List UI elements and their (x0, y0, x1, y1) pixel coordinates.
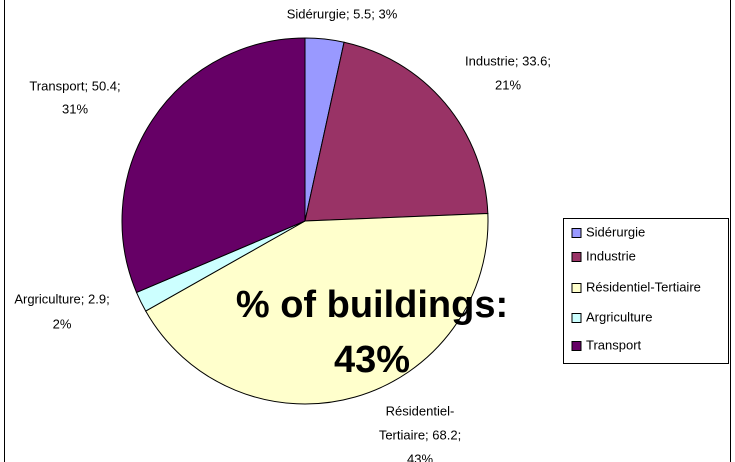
pie-slice (145, 212, 489, 405)
pie-slice (121, 37, 306, 294)
legend-swatch (571, 341, 582, 351)
annotation: 43% (334, 339, 410, 381)
legend-swatch (571, 283, 582, 293)
pie-slice (304, 41, 489, 222)
legend-label: Industrie (586, 248, 636, 263)
data-label: Sidérurgie; 5.5; 3% (287, 6, 398, 21)
data-label: Argriculture; 2.9; (14, 291, 109, 306)
annotation: % of buildings: (236, 284, 508, 326)
data-label: 21% (495, 77, 521, 92)
legend-label: Argriculture (586, 309, 652, 324)
data-label: 43% (407, 451, 433, 462)
legend-label: Sidérurgie (586, 224, 645, 239)
legend-swatch (571, 313, 582, 323)
legend-label: Transport (586, 337, 642, 352)
data-label: Industrie; 33.6; (465, 53, 551, 68)
legend-label: Résidentiel-Tertiaire (586, 279, 701, 294)
pie (121, 37, 489, 405)
data-label: Résidentiel- (386, 403, 455, 418)
data-label: 2% (53, 316, 72, 331)
data-label: Transport; 50.4; (29, 78, 120, 93)
legend-swatch (571, 252, 582, 262)
legend-box (563, 218, 729, 364)
data-label: 31% (62, 101, 88, 116)
legend-swatch (571, 228, 582, 238)
data-label: Tertiaire; 68.2; (379, 427, 461, 442)
